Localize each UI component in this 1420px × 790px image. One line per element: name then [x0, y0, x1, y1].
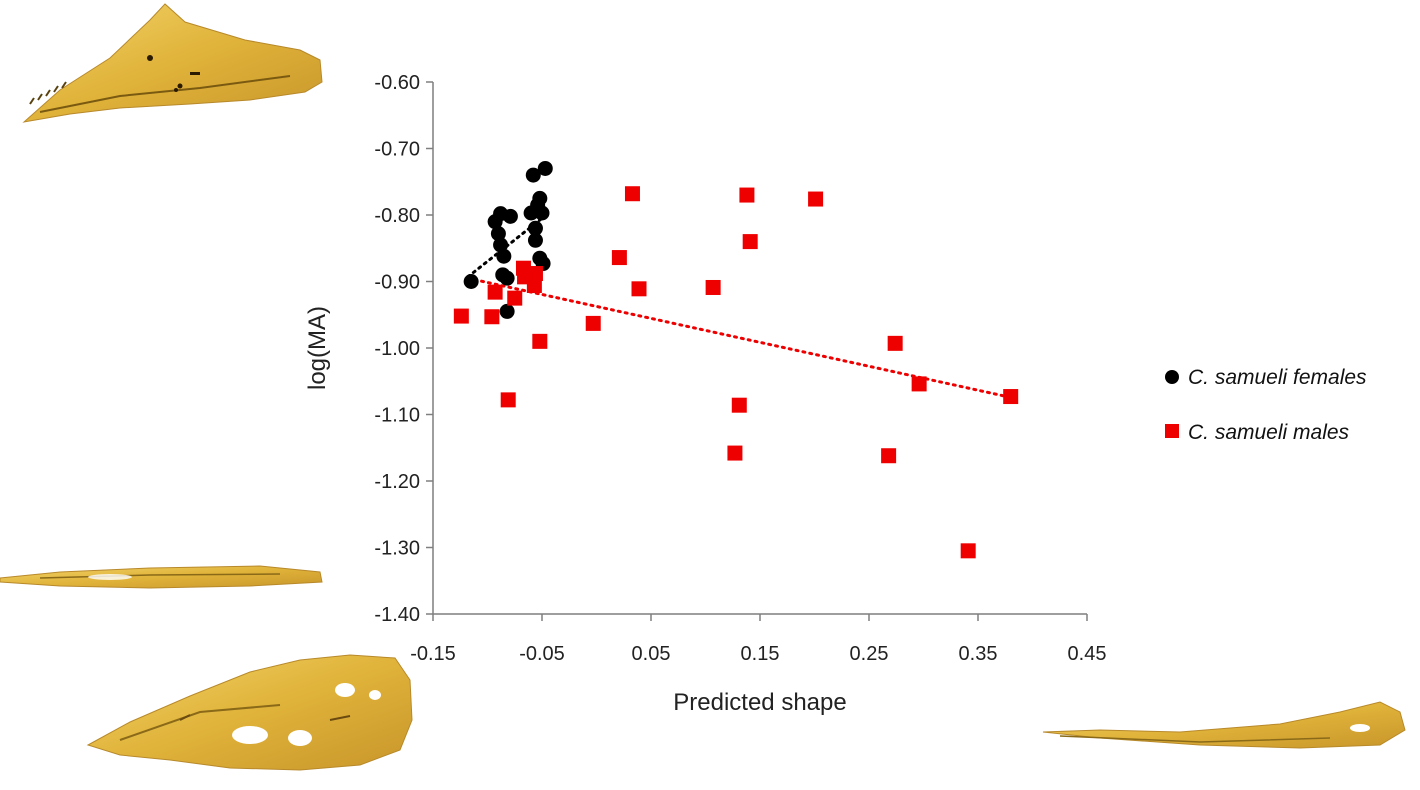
data-point-females [490, 226, 506, 242]
legend-item-males: C. samueli males [1165, 421, 1350, 444]
trendline-males [466, 276, 1015, 400]
legend-item-females: C. samueli females [1165, 366, 1367, 389]
data-point-males [507, 290, 523, 306]
data-point-males [742, 234, 758, 250]
data-point-males [487, 284, 503, 300]
data-point-females [534, 205, 550, 221]
y-tick-label: -1.10 [374, 405, 420, 427]
x-tick-label: -0.15 [410, 643, 456, 665]
data-point-females [463, 274, 479, 289]
skull-image-ventral-left [0, 565, 323, 589]
data-point-males [527, 266, 543, 282]
skull-image-lateral-top-left [22, 3, 323, 123]
legend-marker-males [1165, 424, 1179, 438]
data-point-males [484, 309, 500, 325]
legend-label-males: C. samueli males [1188, 421, 1350, 444]
data-point-males [611, 250, 627, 266]
data-point-females [527, 232, 543, 248]
x-tick-label: 0.35 [959, 643, 998, 665]
y-axis-title: log(MA) [304, 306, 331, 390]
x-tick-label: 0.25 [850, 643, 889, 665]
data-point-females [499, 270, 515, 286]
data-point-females [525, 167, 541, 183]
x-tick-label: 0.05 [632, 643, 671, 665]
data-point-females [527, 220, 543, 236]
data-point-males [631, 281, 647, 297]
y-tick-label: -1.40 [374, 604, 420, 626]
data-point-males [808, 191, 824, 207]
y-tick-label: -0.80 [374, 205, 420, 227]
x-tick-label: 0.45 [1068, 643, 1107, 665]
skull-image-ventral-bottom-right [1042, 701, 1406, 749]
data-point-males [526, 277, 542, 293]
data-point-females [496, 248, 512, 264]
data-point-males [453, 308, 469, 324]
y-tick-label: -0.60 [374, 72, 420, 94]
y-tick-label: -1.20 [374, 471, 420, 493]
data-point-males [532, 333, 548, 349]
y-tick-label: -1.00 [374, 338, 420, 360]
data-point-males [500, 392, 516, 408]
x-tick-label: -0.05 [519, 643, 565, 665]
data-point-males [911, 376, 927, 392]
y-tick-label: -0.70 [374, 139, 420, 161]
data-point-males [727, 445, 743, 461]
data-point-females [532, 190, 548, 206]
data-point-males [585, 315, 601, 331]
x-tick-label: 0.15 [741, 643, 780, 665]
data-point-males [624, 186, 640, 202]
x-axis-title: Predicted shape [673, 689, 846, 716]
y-tick-label: -1.30 [374, 538, 420, 560]
data-point-males [1003, 389, 1019, 405]
skull-image-lateral-bottom [86, 654, 413, 771]
plot-area: -0.60 -0.70 -0.80 -0.90 -1.00 -1.10 -1.20 -1.30… [374, 72, 1106, 665]
data-point-females [499, 303, 515, 319]
data-point-males [739, 187, 755, 203]
data-point-males [731, 397, 747, 413]
data-point-females [502, 208, 518, 224]
data-point-females [537, 160, 553, 176]
data-point-males [960, 543, 976, 559]
y-tick-label: -0.90 [374, 272, 420, 294]
data-point-females [493, 237, 509, 253]
legend-marker-females [1165, 370, 1179, 384]
legend-label-females: C. samueli females [1188, 366, 1367, 389]
legend: C. samueli females C. samueli males [1165, 366, 1367, 444]
data-point-males [881, 448, 897, 464]
data-point-males [887, 335, 903, 351]
data-point-males [705, 279, 721, 295]
